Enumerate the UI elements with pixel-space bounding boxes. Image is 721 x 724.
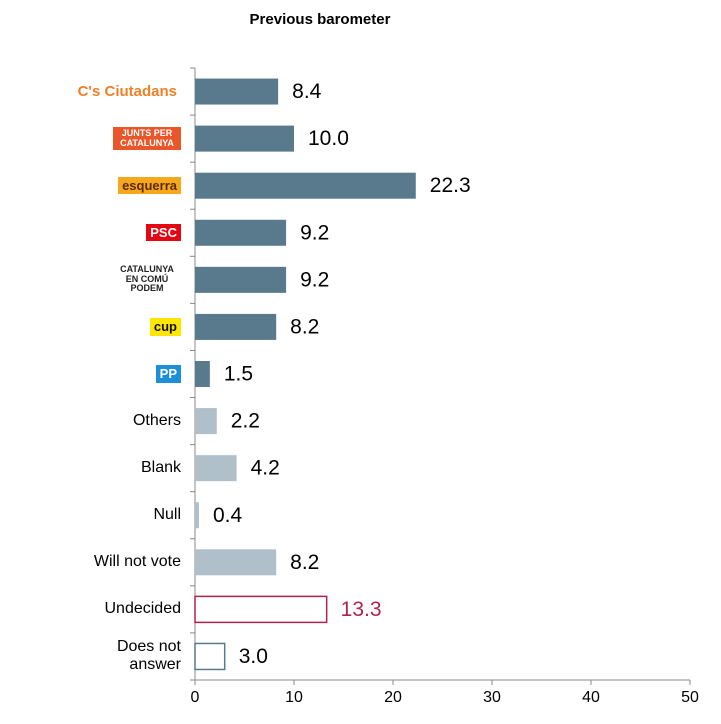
x-tick-label: 20 <box>384 689 402 706</box>
bar <box>194 642 226 671</box>
value-label: 8.2 <box>290 315 319 338</box>
category-label: esquerra <box>71 176 181 195</box>
value-label: 22.3 <box>430 174 471 197</box>
party-logo: JUNTS PER CATALUNYA <box>113 127 181 150</box>
bar <box>195 219 287 246</box>
category-label: Blank <box>71 459 181 477</box>
party-logo: CATALUNYA EN COMÚ PODEM <box>120 264 174 294</box>
x-tick-label: 0 <box>191 689 200 706</box>
party-logo: cup <box>149 317 181 336</box>
value-label: 8.2 <box>290 551 319 574</box>
party-logo: PP <box>155 365 181 383</box>
category-text: Null <box>153 506 181 524</box>
value-label: 3.0 <box>239 645 268 668</box>
x-tick-label: 50 <box>681 689 699 706</box>
x-tick-label: 30 <box>483 689 501 706</box>
category-label: Others <box>71 412 181 430</box>
bar <box>194 595 328 624</box>
bar <box>195 455 237 482</box>
bar <box>195 502 199 529</box>
bar <box>195 313 277 340</box>
value-label: 13.3 <box>341 598 382 621</box>
value-label: 10.0 <box>308 127 349 150</box>
category-text: Others <box>132 412 181 430</box>
category-label: JUNTS PER CATALUNYA <box>71 127 181 150</box>
value-label: 1.5 <box>224 363 253 386</box>
category-label: Undecided <box>71 600 182 618</box>
category-label: Does not answer <box>71 638 181 674</box>
party-logo: C's Ciutadans <box>77 82 177 100</box>
category-label: Null <box>71 506 181 524</box>
category-label: Will not vote <box>71 553 181 571</box>
party-logo: PSC <box>146 223 181 242</box>
bar <box>195 549 277 576</box>
category-label: CATALUNYA EN COMÚ PODEM <box>71 263 181 296</box>
bar <box>195 172 416 199</box>
category-text: Undecided <box>104 600 182 618</box>
chart-title: Previous barometer <box>250 11 391 28</box>
category-label: PSC <box>71 223 181 242</box>
party-logo: esquerra <box>118 176 181 195</box>
bar <box>195 266 287 293</box>
value-label: 0.4 <box>213 504 243 527</box>
category-text: Blank <box>140 459 181 477</box>
x-tick-label: 40 <box>582 689 600 706</box>
category-label: C's Ciutadans <box>71 82 181 102</box>
bar <box>195 361 210 387</box>
category-text: Does not answer <box>116 638 181 674</box>
x-tick-label: 10 <box>285 689 303 706</box>
value-label: 4.2 <box>251 457 280 480</box>
category-label: PP <box>71 365 181 383</box>
bar <box>195 125 294 152</box>
value-label: 2.2 <box>231 410 260 433</box>
bar <box>195 408 217 435</box>
category-label: cup <box>71 317 181 336</box>
value-label: 9.2 <box>300 268 329 291</box>
category-text: Will not vote <box>93 553 181 571</box>
bar <box>195 78 279 105</box>
value-label: 9.2 <box>300 221 329 244</box>
value-label: 8.4 <box>292 80 322 103</box>
